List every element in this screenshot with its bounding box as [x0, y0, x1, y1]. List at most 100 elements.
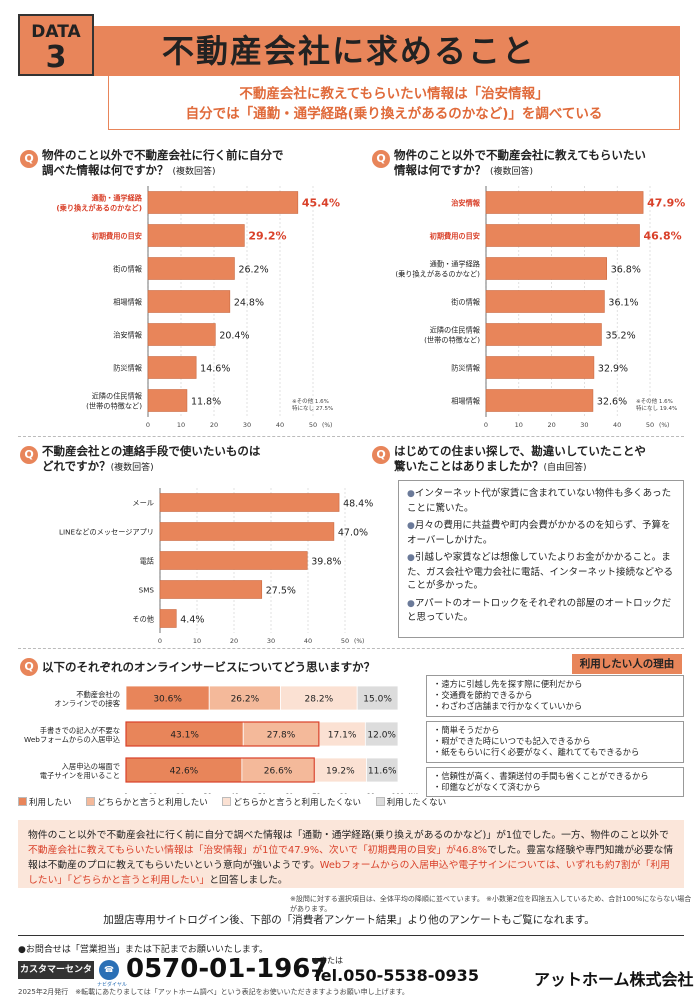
summary-text-2: でした。豊富な経験や専門知識が必要な情報は不動産のプロに教えてもらいたいという意… — [28, 845, 674, 871]
category-label-line: 手書きでの記入が不要な — [40, 726, 120, 735]
value-label: 35.2% — [605, 331, 635, 342]
legend-swatch — [222, 797, 232, 806]
reason-item: ・紙をもらいに行く必要がなく、離れててもできるから — [433, 747, 640, 757]
q5-legend: 利用したい どちらかと言うと利用したい どちらかと言うと利用したくない 利用した… — [18, 796, 458, 808]
tick-label: 90 — [367, 792, 375, 794]
category-label: 初期費用の目安 — [430, 232, 480, 241]
q1-question: 物件のこと以外で不動産会社に行く前に自分で 調べた情報は何ですか？ (複数回答) — [42, 148, 284, 180]
q4-answer-text: 月々の費用に共益費や町内会費がかかるのを知らず、予算をオーバーしかけた。 — [407, 520, 671, 546]
tick-label: 10 — [177, 421, 185, 429]
footer-divider — [18, 935, 684, 936]
legend-label: どちらかと言うと利用したい — [97, 798, 208, 808]
q4-answer-text: アパートのオートロックをそれぞれの部屋のオートロックだと思っていた。 — [407, 597, 672, 624]
category-label: 防災情報 — [451, 364, 480, 373]
phone-number-alt[interactable]: Tel.050-5538-0935 — [312, 966, 479, 985]
value-label: 47.0% — [338, 528, 368, 539]
legend-label: 利用したくない — [386, 798, 447, 808]
legend-swatch — [86, 797, 96, 806]
value-label: 32.9% — [598, 364, 628, 375]
category-label: 初期費用の目安 — [92, 232, 142, 241]
tick-label: 40 — [276, 421, 284, 429]
q4-answer-box: ●インターネット代が家賃に含まれていない物件も多くあったことに驚いた。 ●月々の… — [398, 480, 684, 638]
summary-text-1: 物件のこと以外で不動産会社に行く前に自分で調べた情報は「通勤・通学経路(乗り換え… — [28, 830, 669, 841]
bar — [485, 257, 608, 280]
category-label-line: 通勤・通学経路 — [92, 194, 143, 203]
q5-stacked-bar-chart: 0 10 20 30 40 50 60 70 80 90 100 (%) 30.6% 26.2% 28.2%… — [24, 685, 418, 794]
category-label-line: (世帯の特徴など) — [424, 336, 480, 345]
segment-value-label: 26.2% — [231, 695, 260, 705]
category-label-line: 初期費用の目安 — [430, 232, 480, 241]
stacked-segment — [366, 757, 399, 783]
q2-note: (複数回答) — [490, 167, 534, 177]
tick-label: 30 — [243, 421, 251, 429]
value-label: 11.8% — [191, 397, 221, 408]
bar — [147, 389, 188, 412]
axis-unit: (%) — [659, 422, 669, 429]
summary-text-3: と回答しました。 — [209, 875, 288, 886]
q2-line-2: 情報は何ですか？ — [394, 163, 486, 177]
tick-label: 20 — [547, 421, 555, 429]
segment-value-label: 17.1% — [328, 731, 357, 741]
value-label: 20.4% — [219, 331, 249, 342]
segment-value-label: 19.2% — [326, 767, 355, 777]
category-label: 相場情報 — [451, 397, 480, 406]
tick-label: 10 — [515, 421, 523, 429]
reason-item: ・わざわざ店舗まで行かなくていいから — [433, 701, 583, 711]
q3-question: 不動産会社との連絡手段で使いたいものは どれですか？(複数回答) — [42, 444, 260, 476]
segment-value-label: 11.6% — [368, 767, 397, 777]
data-label: DATA — [31, 22, 81, 42]
category-label: SMS — [139, 586, 155, 595]
bar — [485, 191, 644, 214]
reason-text: 暇ができた時にいつでも記入できるから — [441, 736, 591, 746]
tick-label: 30 — [203, 792, 211, 794]
person-icon: ● — [407, 553, 415, 563]
bar — [159, 580, 263, 599]
bar — [485, 389, 594, 412]
highlight-outline — [125, 757, 315, 783]
value-label: 24.8% — [234, 298, 264, 309]
reasons-group-2: ・簡単そうだから ・暇ができた時にいつでも記入できるから ・紙をもらいに行く必要… — [426, 721, 684, 763]
bar — [147, 224, 245, 247]
category-label-line: 街の情報 — [113, 265, 142, 274]
q3-line-1: 不動産会社との連絡手段で使いたいものは — [42, 444, 261, 458]
category-label-line: (世帯の特徴など) — [86, 402, 142, 411]
q2-bar-chart: 0 10 20 30 40 50 (%) 治安情報 47.9% 初期費用の目安 46.8% 通勤・通学… — [395, 186, 685, 429]
bar — [147, 356, 197, 379]
summary-box: 物件のこと以外で不動産会社に行く前に自分で調べた情報は「通勤・通学経路(乗り換え… — [18, 820, 684, 888]
category-label: 相場情報 — [113, 298, 142, 307]
value-label: 36.1% — [608, 298, 638, 309]
category-label: 近隣の住民情報(世帯の特徴など) — [424, 326, 480, 345]
contact-note: ●お問合せは「営業担当」または下記までお願いいたします。 — [18, 945, 268, 955]
q1-line-2: 調べた情報は何ですか？ — [42, 163, 169, 177]
value-label: 26.2% — [238, 265, 268, 276]
tick-label: 20 — [176, 792, 184, 794]
stacked-segment — [364, 721, 399, 747]
stacked-segment — [208, 685, 281, 711]
category-label: その他 — [132, 615, 154, 624]
summary-highlight-1: 不動産会社に教えてもらいたい情報は「治安情報」が1位で47.9%、次いで「初期費… — [28, 845, 488, 856]
tick-label: 50 — [341, 637, 349, 644]
customer-center-label: カスタマーセンター — [18, 961, 94, 993]
reason-text: 信頼性が高く、書類送付の手間も省くことができるから — [441, 771, 649, 781]
bar — [159, 493, 340, 512]
bar — [147, 257, 235, 280]
tick-label: 50 — [309, 421, 317, 429]
category-label: 防災情報 — [113, 364, 142, 373]
tick-label: 50 — [258, 792, 266, 794]
q2-other-note-1: ※その他 1.6% — [636, 399, 673, 405]
category-label-line: 防災情報 — [113, 364, 142, 373]
value-label: 4.4% — [180, 615, 204, 626]
subtitle-line-2: 自分では「通勤・通学経路(乗り換えがあるのかなど)」を調べている — [185, 106, 603, 122]
q4-line-1: はじめての住まい探しで、勘違いしていたことや — [394, 444, 646, 458]
category-label-line: SMS — [139, 586, 155, 595]
site-note: 加盟店専用サイトログイン後、下部の「消費者アンケート結果」より他のアンケートもご… — [103, 914, 595, 926]
phone-number-main[interactable]: 0570-01-1967 — [126, 954, 329, 984]
tick-label: 70 — [312, 792, 320, 794]
tick-label: 0 — [484, 421, 488, 429]
category-label: 街の情報 — [451, 298, 480, 307]
legend-label: 利用したい — [29, 798, 72, 808]
q4-answer: ●引越しや家賃などは想像していたよりお金がかかること。また、ガス会社や電力会社に… — [407, 551, 675, 593]
legend-item: 利用したい — [18, 797, 72, 808]
bar — [159, 551, 308, 570]
value-label: 14.6% — [200, 364, 230, 375]
